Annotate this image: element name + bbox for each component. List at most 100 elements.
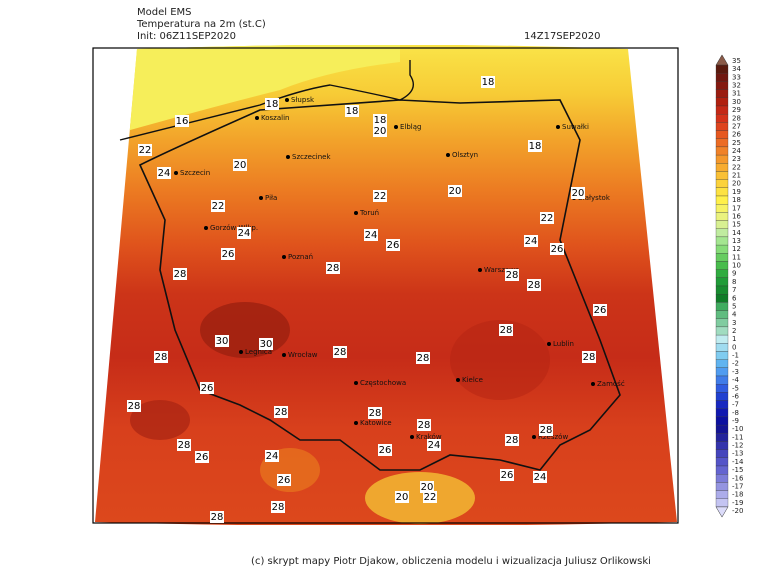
colorbar-swatch (715, 384, 729, 393)
contour-label: 20 (449, 186, 462, 197)
colorbar-swatch (715, 416, 729, 426)
contour-label-box (233, 159, 247, 171)
city-name: Zamość (597, 380, 625, 388)
colorbar-swatch (715, 359, 729, 368)
colorbar-label: 23 (732, 155, 741, 163)
contour-label-box (154, 351, 168, 363)
colorbar-swatch (715, 163, 729, 172)
contour-label: 28 (275, 407, 288, 418)
contour-label: 26 (387, 240, 400, 251)
contour-label-box (571, 187, 585, 199)
colorbar-swatch (715, 220, 729, 229)
contour-label: 22 (139, 145, 152, 156)
city-name: Gorzów Wlkp. (210, 224, 258, 232)
contour-label: 20 (421, 482, 434, 493)
contour-label-box (423, 491, 437, 503)
city-dot (255, 116, 259, 120)
contour-label-box (333, 346, 347, 358)
colorbar-label: 16 (732, 212, 741, 220)
contour-label: 30 (216, 336, 229, 347)
contour-label-box (157, 167, 171, 179)
colorbar-swatch (715, 318, 729, 328)
city-name: Elbląg (400, 123, 422, 131)
contour-label: 28 (334, 347, 347, 358)
contour-label: 26 (379, 445, 392, 456)
city-name: Koszalin (261, 114, 289, 122)
colorbar-label: 18 (732, 196, 741, 204)
colorbar-swatch (715, 179, 729, 188)
contour-label: 20 (374, 126, 387, 137)
city-name: Warszawa (484, 266, 519, 274)
mountain-zone (365, 472, 475, 524)
colorbar-swatch (715, 343, 729, 352)
colorbar-label: 29 (732, 106, 741, 114)
colorbar-label: -15 (732, 466, 743, 474)
colorbar-swatch (715, 441, 729, 450)
contour-label-box (533, 471, 547, 483)
contour-label: 28 (583, 352, 596, 363)
colorbar-label: 11 (732, 253, 741, 261)
contour-label: 24 (365, 230, 378, 241)
contour-label-box (215, 335, 229, 347)
colorbar-swatch (715, 302, 729, 311)
contour-label: 22 (541, 213, 554, 224)
city-name: Suwałki (562, 123, 589, 131)
contour-label: 18 (529, 141, 542, 152)
contour-label-box (138, 144, 152, 156)
colorbar-swatch (715, 375, 729, 385)
contour-label: 28 (211, 512, 224, 523)
contour-label-box (395, 491, 409, 503)
city-dot (282, 255, 286, 259)
colorbar-label: 0 (732, 343, 736, 351)
colorbar-label: 1 (732, 335, 736, 343)
contour-label-box (368, 407, 382, 419)
contour-label: 24 (525, 236, 538, 247)
colorbar-label: -6 (732, 392, 740, 400)
city-name: Rzeszów (538, 433, 568, 441)
colorbar-label: 8 (732, 278, 736, 286)
sea-zone (95, 45, 400, 140)
contour-label: 26 (201, 383, 214, 394)
contour-label-box (505, 269, 519, 281)
contour-label: 18 (266, 99, 279, 110)
contour-label-box (373, 190, 387, 202)
contour-label-box (378, 444, 392, 456)
colorbar-label: -11 (732, 433, 743, 441)
contour-label: 26 (222, 249, 235, 260)
colorbar-swatch (715, 449, 729, 458)
variable: Temperatura na 2m (st.C) (136, 19, 266, 30)
contour-label-box (195, 451, 209, 463)
contour-label-box (364, 229, 378, 241)
colorbar-label: -10 (732, 425, 743, 433)
colorbar-label: 32 (732, 82, 741, 90)
contour-label: 18 (346, 106, 359, 117)
contour-label-box (539, 424, 553, 436)
colorbar-cap (715, 54, 729, 66)
contour-label-box (210, 511, 224, 523)
city-name: Katowice (360, 419, 392, 427)
contour-label: 28 (506, 435, 519, 446)
country-border (138, 99, 621, 471)
contour-label: 22 (424, 492, 437, 503)
colorbar-label: 20 (732, 180, 741, 188)
colorbar-swatch (715, 498, 729, 508)
colorbar-label: 34 (732, 65, 741, 73)
colorbar-swatch (715, 244, 729, 254)
colorbar-label: 27 (732, 122, 741, 130)
colorbar-label: 14 (732, 229, 741, 237)
colorbar-label: 25 (732, 139, 741, 147)
contour-label: 28 (418, 420, 431, 431)
city-name: Lublin (553, 340, 574, 348)
contour-label: 26 (278, 475, 291, 486)
city-name: Olsztyn (452, 151, 478, 159)
colorbar-label: -17 (732, 482, 743, 490)
contour-label-box (271, 501, 285, 513)
colorbar-swatch (715, 253, 729, 262)
contour-label: 16 (176, 116, 189, 127)
contour-label: 28 (272, 502, 285, 513)
city-dot (239, 350, 243, 354)
colorbar-swatch (715, 73, 729, 82)
init-time: Init: 06Z11SEP2020 (137, 31, 236, 42)
city-dot (286, 155, 290, 159)
